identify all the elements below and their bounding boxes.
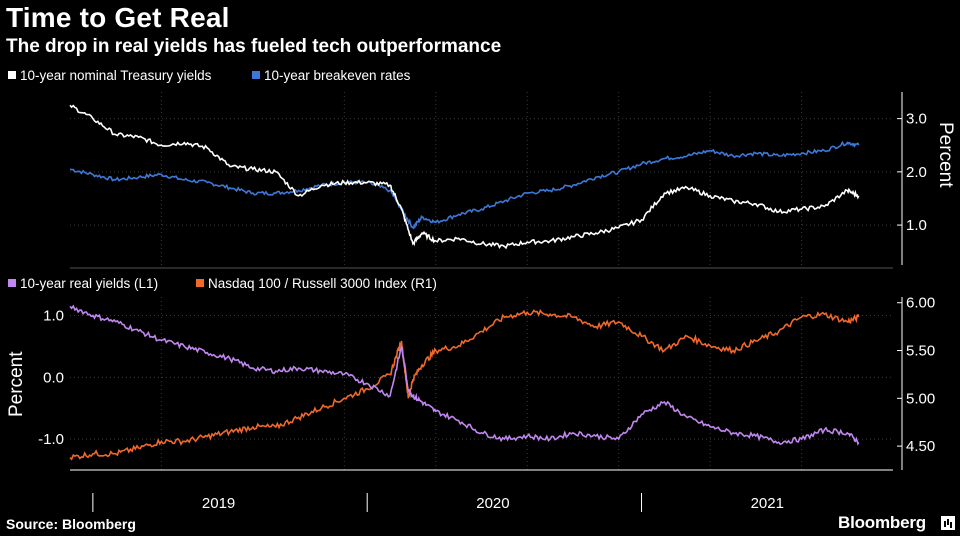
series-line-breakeven	[69, 140, 860, 230]
legend-label-breakeven: 10-year breakeven rates	[264, 68, 411, 83]
x-year-label: 2019	[202, 495, 235, 512]
legend-swatch-nominal	[8, 71, 16, 79]
top-y-tick-label: 2.0	[906, 164, 927, 181]
bottom-left-tick-label: 1.0	[43, 308, 64, 325]
bottom-right-tick-label: 5.00	[906, 390, 935, 407]
bottom-left-tick-label: -1.0	[38, 431, 64, 448]
bottom-right-tick-label: 5.50	[906, 343, 935, 360]
legend-swatch-breakeven	[252, 71, 260, 79]
series-line-nominal	[69, 104, 860, 250]
legend-label-ndx-ratio: Nasdaq 100 / Russell 3000 Index (R1)	[208, 276, 437, 291]
source-note: Source: Bloomberg	[6, 516, 136, 532]
chart-title: Time to Get Real	[6, 2, 230, 33]
brand-logo: Bloomberg	[838, 513, 926, 532]
chart-subtitle: The drop in real yields has fueled tech …	[6, 36, 502, 57]
x-year-label: 2020	[476, 495, 509, 512]
legend-label-real: 10-year real yields (L1)	[20, 276, 158, 291]
series-line-real	[69, 304, 860, 446]
bottom-right-tick-label: 4.50	[906, 438, 935, 455]
legend-label-nominal: 10-year nominal Treasury yields	[20, 68, 212, 83]
x-year-label: 2021	[751, 495, 784, 512]
series-line-ndx-ratio	[69, 308, 860, 461]
bloomberg-terminal-icon	[941, 516, 955, 530]
bottom-left-tick-label: 0.0	[43, 369, 64, 386]
top-y-tick-label: 3.0	[906, 111, 927, 128]
top-y-tick-label: 1.0	[906, 217, 927, 234]
bottom-axis-title: Percent	[6, 351, 27, 417]
top-axis-title: Percent	[935, 122, 956, 188]
legend-swatch-ndx-ratio	[196, 279, 204, 287]
legend-swatch-real	[8, 279, 16, 287]
bottom-right-tick-label: 6.00	[906, 295, 935, 312]
